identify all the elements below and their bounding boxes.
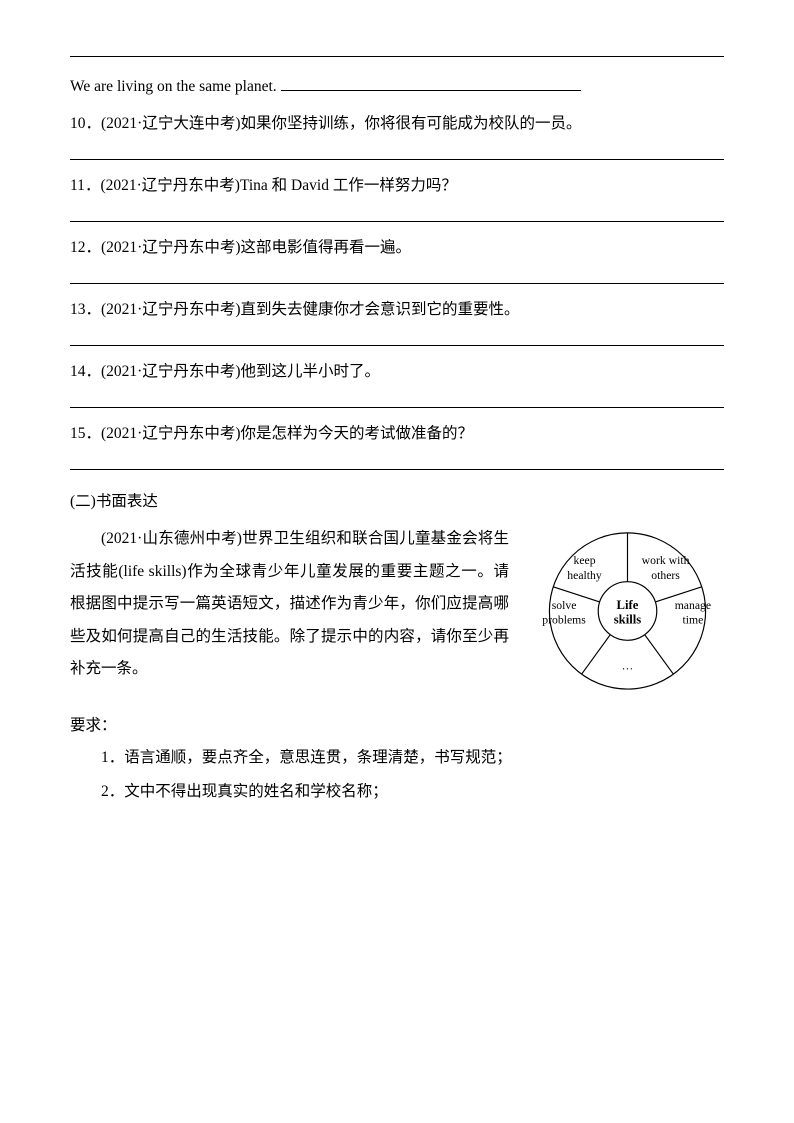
essay-text: (2021·山东德州中考)世界卫生组织和联合国儿童基金会将生活技能(life s… bbox=[70, 523, 509, 686]
q-src: (2021·辽宁大连中考) bbox=[101, 115, 241, 132]
svg-text:skills: skills bbox=[614, 613, 642, 627]
q-num: 12． bbox=[70, 239, 101, 256]
q-text: 直到失去健康你才会意识到它的重要性。 bbox=[241, 301, 520, 318]
answer-line bbox=[70, 159, 724, 160]
q-src: (2021·辽宁丹东中考) bbox=[101, 301, 241, 318]
question-11: 11．(2021·辽宁丹东中考)Tina 和 David 工作一样努力吗？ bbox=[70, 170, 724, 201]
q-src: (2021·辽宁丹东中考) bbox=[101, 363, 241, 380]
q-src: (2021·辽宁丹东中考) bbox=[101, 425, 241, 442]
top-rule bbox=[70, 56, 724, 57]
svg-text:Life: Life bbox=[617, 598, 639, 612]
life-skills-diagram: Lifeskills keep healthy work with others solv… bbox=[525, 523, 730, 698]
question-13: 13．(2021·辽宁丹东中考)直到失去健康你才会意识到它的重要性。 bbox=[70, 294, 724, 325]
svg-text:solve: solve bbox=[552, 599, 577, 612]
q-num: 13． bbox=[70, 301, 101, 318]
requirement-2: 2．文中不得出现真实的姓名和学校名称； bbox=[70, 775, 724, 809]
q-text: 你是怎样为今天的考试做准备的？ bbox=[241, 425, 474, 442]
requirement-1: 1．语言通顺，要点齐全，意思连贯，条理清楚，书写规范； bbox=[70, 741, 724, 775]
svg-text:healthy: healthy bbox=[567, 569, 602, 582]
answer-line bbox=[70, 221, 724, 222]
q-num: 15． bbox=[70, 425, 101, 442]
q-num: 10． bbox=[70, 115, 101, 132]
q-num: 11． bbox=[70, 177, 100, 194]
q-text: Tina 和 David 工作一样努力吗？ bbox=[240, 177, 457, 194]
requirements-heading: 要求： bbox=[70, 710, 724, 741]
q-num: 14． bbox=[70, 363, 101, 380]
intro-text: We are living on the same planet. bbox=[70, 78, 277, 95]
svg-text:work with: work with bbox=[642, 554, 690, 567]
svg-text:problems: problems bbox=[542, 614, 586, 627]
q-text: 他到这儿半小时了。 bbox=[241, 363, 381, 380]
svg-text:others: others bbox=[651, 569, 680, 582]
svg-text:keep: keep bbox=[574, 554, 596, 567]
question-10: 10．(2021·辽宁大连中考)如果你坚持训练，你将很有可能成为校队的一员。 bbox=[70, 108, 724, 139]
essay-body: 世界卫生组织和联合国儿童基金会将生活技能(life skills)作为全球青少年… bbox=[70, 530, 509, 677]
essay-block: (2021·山东德州中考)世界卫生组织和联合国儿童基金会将生活技能(life s… bbox=[70, 523, 724, 686]
question-14: 14．(2021·辽宁丹东中考)他到这儿半小时了。 bbox=[70, 356, 724, 387]
q-text: 这部电影值得再看一遍。 bbox=[241, 239, 412, 256]
question-12: 12．(2021·辽宁丹东中考)这部电影值得再看一遍。 bbox=[70, 232, 724, 263]
q-src: (2021·辽宁丹东中考) bbox=[101, 239, 241, 256]
section-2-title: (二)书面表达 bbox=[70, 486, 724, 517]
blank-underline bbox=[281, 73, 581, 91]
answer-line bbox=[70, 283, 724, 284]
essay-source: (2021·山东德州中考) bbox=[101, 530, 242, 547]
svg-text:time: time bbox=[682, 614, 703, 627]
q-text: 如果你坚持训练，你将很有可能成为校队的一员。 bbox=[241, 115, 582, 132]
svg-text:manage: manage bbox=[675, 599, 711, 612]
answer-line bbox=[70, 469, 724, 470]
svg-text:…: … bbox=[622, 660, 634, 673]
answer-line bbox=[70, 345, 724, 346]
q-src: (2021·辽宁丹东中考) bbox=[100, 177, 240, 194]
answer-line bbox=[70, 407, 724, 408]
question-15: 15．(2021·辽宁丹东中考)你是怎样为今天的考试做准备的？ bbox=[70, 418, 724, 449]
page: We are living on the same planet. 10．(20… bbox=[0, 0, 794, 1123]
intro-line: We are living on the same planet. bbox=[70, 71, 724, 102]
